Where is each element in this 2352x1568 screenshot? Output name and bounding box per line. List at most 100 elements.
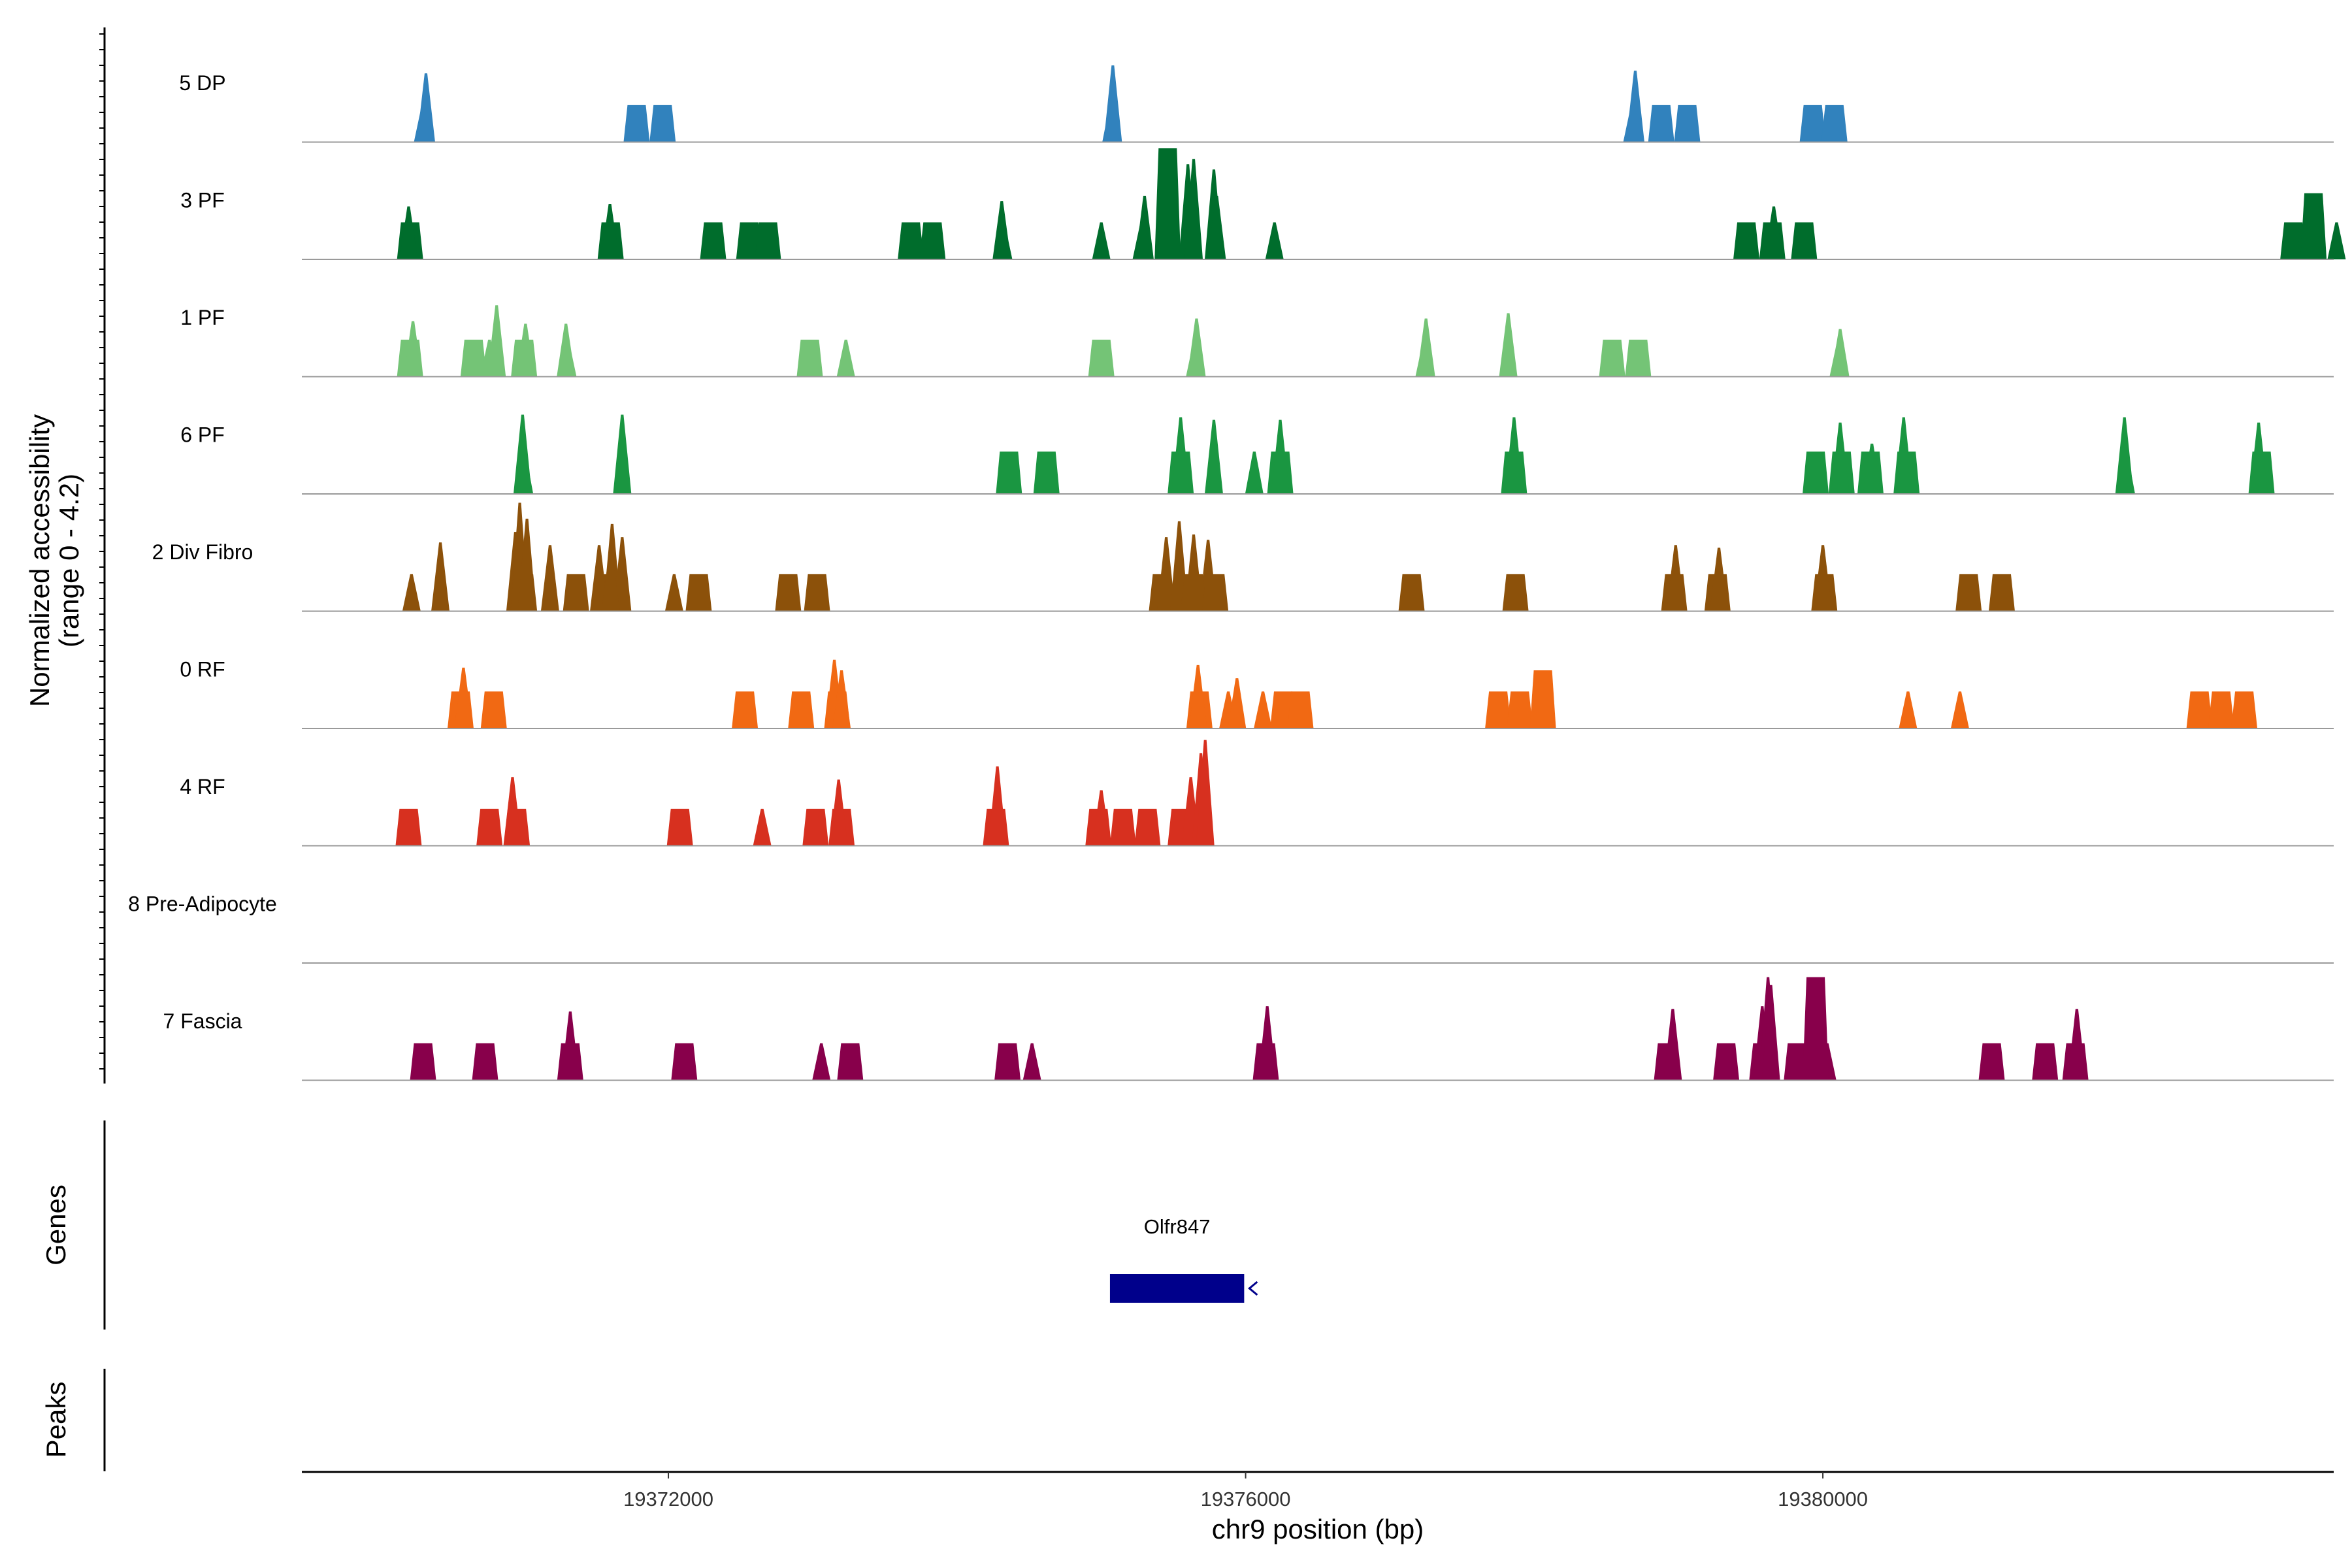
peaks-panel-title: Peaks (41, 1382, 71, 1458)
y-axis (99, 27, 106, 1084)
track-label: 2 Div Fibro (152, 540, 253, 564)
track-7-fascia: 7 Fascia (163, 977, 2334, 1081)
coverage-peak (1978, 1043, 2005, 1081)
coverage-peak (1831, 329, 1850, 377)
coverage-peak (1092, 790, 1111, 846)
coverage-peak (404, 321, 423, 377)
track-label: 5 DP (179, 71, 225, 95)
coverage-peak (1625, 339, 1652, 377)
coverage-peak (1648, 105, 1674, 142)
coverage-peak (410, 1043, 436, 1081)
coverage-peak (685, 574, 712, 612)
track-label: 0 RF (180, 657, 225, 681)
coverage-peak (395, 808, 422, 846)
coverage-peak (1625, 71, 1644, 142)
track-label: 7 Fascia (163, 1009, 242, 1033)
coverage-peak (804, 574, 830, 612)
coverage-peak (1207, 195, 1226, 259)
coverage-peak (1499, 313, 1518, 377)
coverage-peak (513, 414, 532, 494)
coverage-peak (1713, 1043, 1740, 1081)
coverage-peak (1710, 547, 1729, 612)
coverage-peak (1674, 105, 1701, 142)
coverage-peak (837, 1043, 864, 1081)
genes-panel-title: Genes (41, 1184, 71, 1266)
coverage-peak (996, 451, 1022, 494)
coverage-peak (1761, 985, 1780, 1081)
coverage-peak (1109, 808, 1136, 846)
coverage-peak (988, 766, 1007, 846)
coverage-peak (561, 1011, 580, 1081)
coverage-peak (416, 73, 435, 142)
coverage-peak (613, 537, 632, 612)
coverage-peak (994, 1043, 1021, 1081)
coverage-peak (1791, 222, 1818, 259)
coverage-peak (1507, 691, 1533, 728)
coverage-peak (540, 545, 559, 612)
coverage-peak (836, 339, 855, 377)
coverage-peak (472, 1043, 498, 1081)
coverage-peak (1529, 670, 1556, 728)
coverage-peak (1088, 339, 1115, 377)
coverage-peak (1245, 451, 1264, 494)
coverage-peak (1950, 691, 1969, 728)
coverage-peak (1092, 222, 1111, 259)
coverage-peak (480, 691, 507, 728)
track-label: 8 Pre-Adipocyte (128, 892, 277, 915)
coverage-peak (1271, 419, 1290, 494)
track-5-dp: 5 DP (179, 65, 2334, 143)
track-2-div-fibro: 2 Div Fibro (152, 502, 2334, 612)
track-1-pf: 1 PF (180, 305, 2334, 378)
coverage-peak (1187, 318, 1206, 377)
coverage-peak (1663, 1009, 1682, 1081)
coverage-peak (1033, 451, 1060, 494)
track-label: 6 PF (180, 423, 225, 446)
coverage-peak (802, 808, 829, 846)
coverage-peak (476, 808, 503, 846)
x-tick-label: 19380000 (1778, 1488, 1868, 1511)
coverage-peak (1157, 537, 1176, 612)
coverage-peak (1022, 1043, 1041, 1081)
coverage-peak (666, 808, 693, 846)
coverage-peak (613, 414, 632, 494)
coverage-peak (516, 323, 535, 377)
coverage-peak (1204, 419, 1223, 494)
coverage-peak (2327, 222, 2346, 259)
coverage-peak (460, 339, 487, 377)
coverage-peak (1287, 691, 1314, 728)
coverage-peak (601, 550, 620, 612)
track-label: 3 PF (180, 188, 225, 212)
y-axis-range: (range 0 - 4.2) (54, 474, 84, 647)
coverage-tracks: 5 DP 3 PF 1 PF 6 PF 2 Div Fibro 0 RF 4 RF 8 Pre… (128, 65, 2346, 1081)
coverage-peak (1505, 417, 1524, 494)
track-6-pf: 6 PF (180, 414, 2334, 495)
coverage-peak (1265, 222, 1284, 259)
coverage-peak (1184, 159, 1203, 259)
coverage-peak (829, 779, 848, 846)
coverage-peak (992, 201, 1011, 259)
coverage-peak (1831, 422, 1850, 494)
gene-body (1109, 1274, 1245, 1303)
track-0-rf: 0 RF (180, 657, 2334, 729)
coverage-peak (454, 667, 473, 728)
x-axis-title: chr9 position (bp) (1212, 1514, 1424, 1544)
coverage-peak (1814, 545, 1833, 612)
coverage-peak (1821, 105, 1848, 142)
coverage-peak (487, 305, 506, 377)
coverage-peak (664, 574, 683, 612)
coverage-peak (1196, 740, 1215, 846)
coverage-peak (2186, 691, 2213, 728)
coverage-peak (1258, 1006, 1277, 1081)
coverage-peak (1485, 691, 1512, 728)
coverage-peak (2231, 691, 2258, 728)
coverage-peak (2115, 417, 2134, 494)
genes-track: Olfr847 (1109, 1215, 1258, 1303)
coverage-peak (1803, 977, 1829, 1081)
coverage-peak (1228, 678, 1247, 728)
coverage-peak (919, 222, 946, 259)
x-tick-label: 19376000 (1201, 1488, 1291, 1511)
coverage-peak (1733, 222, 1760, 259)
gene-strand-arrow (1248, 1281, 1258, 1296)
coverage-peak (1955, 574, 1982, 612)
